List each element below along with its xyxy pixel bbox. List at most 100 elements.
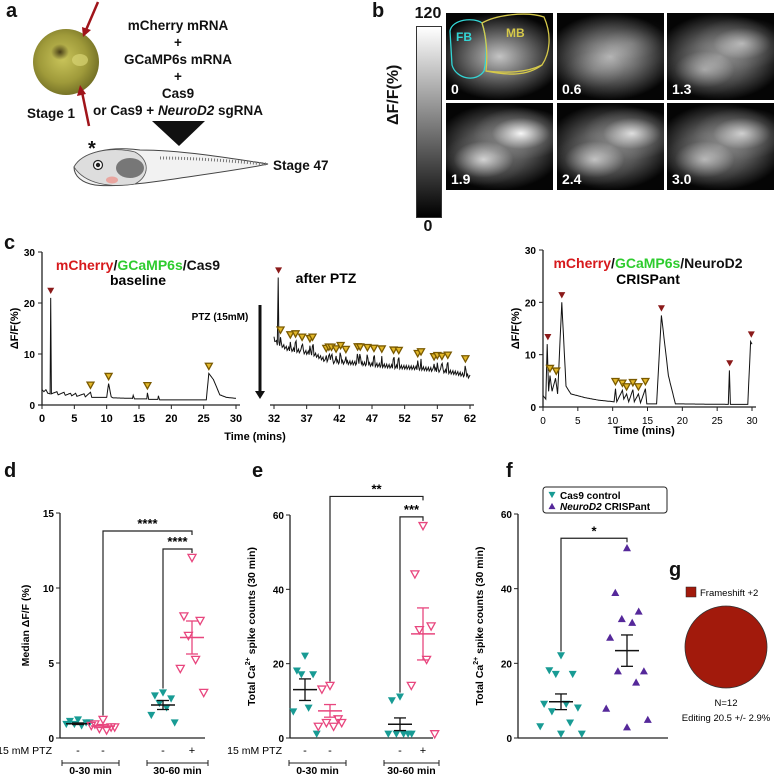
x-tick-label: 20 <box>165 413 177 425</box>
time-group-bracket <box>383 760 440 766</box>
injection-line: + <box>174 35 182 50</box>
trace-subtitle: baseline <box>110 272 166 288</box>
panel-label-f: f <box>506 460 513 482</box>
data-point <box>74 716 82 724</box>
frame-time-label: 3.0 <box>672 171 692 187</box>
y-tick-label: 0 <box>278 734 284 745</box>
minor-peak-marker <box>416 348 426 357</box>
y-tick-label: 0 <box>29 401 35 412</box>
minor-peak-marker <box>204 362 214 371</box>
title-mcherry: mCherry <box>553 255 611 271</box>
data-point <box>316 685 328 695</box>
trace-title: mCherry/GCaMP6s/Cas9 <box>56 257 220 273</box>
data-point <box>557 730 565 738</box>
time-group-label: 0-30 min <box>296 765 339 774</box>
y-axis-label: Median ΔF/F (%) <box>20 585 32 667</box>
ptz-indicator: - <box>398 745 402 757</box>
region-outlines: FB MB <box>449 13 550 79</box>
fb-region-label: FB <box>456 30 472 44</box>
significance-bracket <box>162 548 193 689</box>
major-peak-marker <box>657 305 665 312</box>
data-point <box>414 625 425 636</box>
minor-peak-marker <box>104 372 114 382</box>
x-tick-label: 30 <box>746 416 758 427</box>
data-point <box>194 616 206 626</box>
data-point <box>639 667 648 675</box>
minor-peak-marker <box>545 364 555 374</box>
x-tick-label: 62 <box>464 413 476 425</box>
minor-peak-marker <box>142 381 153 391</box>
data-point <box>577 730 586 738</box>
y-tick-label: 0 <box>48 734 54 745</box>
y-tick-label: 15 <box>43 509 55 520</box>
time-group-label: 30-60 min <box>153 765 201 774</box>
minor-peak-marker <box>307 333 318 342</box>
time-group-bracket <box>146 760 209 766</box>
calcium-image-frame: 0.6 <box>557 13 664 100</box>
data-point <box>387 697 396 705</box>
data-group <box>536 652 586 738</box>
panel-label-c: c <box>4 232 16 254</box>
data-point <box>536 723 545 731</box>
legend-box <box>542 486 668 514</box>
significance-bracket <box>102 530 193 716</box>
minor-peak-marker <box>437 352 447 361</box>
frame-time-label: 0.6 <box>562 81 582 97</box>
data-group <box>406 521 440 740</box>
ptz-row-label: 15 mM PTZ <box>0 745 53 757</box>
brain-asterisk: * <box>88 138 96 160</box>
data-point <box>109 723 120 733</box>
data-point <box>301 652 309 660</box>
y-tick-label: 60 <box>273 511 285 522</box>
mb-region-label: MB <box>506 26 525 40</box>
time-group-label: 0-30 min <box>69 765 112 774</box>
calcium-image-frame: 1.9 <box>446 103 553 190</box>
data-point <box>562 700 571 708</box>
data-point <box>297 671 306 679</box>
minor-peak-marker <box>297 333 307 342</box>
significance-stars: * <box>591 523 597 538</box>
data-point <box>425 622 437 632</box>
y-label-part: Total Ca <box>246 665 258 706</box>
development-arrow-icon <box>152 121 205 146</box>
egg-image <box>33 29 99 95</box>
data-point <box>159 689 167 697</box>
major-peak-marker <box>558 292 566 299</box>
x-tick-label: 10 <box>101 413 113 425</box>
x-axis-label: Time (mins) <box>613 425 675 437</box>
significance-stars: *** <box>404 502 420 517</box>
minor-peak-marker <box>290 330 301 339</box>
x-tick-label: 10 <box>607 416 619 427</box>
calcium-trace <box>273 277 471 380</box>
major-peak-marker <box>544 334 552 341</box>
legend-marker <box>548 502 556 510</box>
minor-peak-marker <box>628 378 638 388</box>
legend-gene: NeuroD2 <box>560 502 602 513</box>
x-tick-label: 15 <box>642 416 654 427</box>
y-tick-label: 30 <box>525 246 537 257</box>
data-point <box>155 699 164 708</box>
ptz-indicator: - <box>101 745 105 757</box>
x-tick-label: 0 <box>540 416 546 427</box>
y-tick-label: 10 <box>24 350 36 361</box>
injection-arrow-bottom-icon <box>77 85 91 127</box>
title-mcherry: mCherry <box>56 257 114 273</box>
minor-peak-marker <box>551 367 561 376</box>
data-point <box>198 688 209 698</box>
ptz-indicator: - <box>161 745 165 757</box>
data-point <box>568 670 577 679</box>
minor-peak-marker <box>443 351 453 360</box>
legend-entry: NeuroD2 CRISPant <box>560 502 651 513</box>
data-point <box>396 693 404 701</box>
data-point <box>407 730 416 738</box>
minor-peak-marker <box>640 377 651 387</box>
time-group-label: 30-60 min <box>387 765 435 774</box>
injection-mix: mCherry mRNA + GCaMP6s mRNA + Cas9 or Ca… <box>93 17 263 119</box>
minor-peak-marker <box>377 345 387 354</box>
calcium-trace <box>41 297 237 401</box>
pie-slice-frameshift <box>684 605 768 689</box>
major-peak-marker <box>726 360 734 367</box>
pie-legend-label: Frameshift +2 <box>700 588 758 599</box>
y-axis-label: Total Ca2+ spike counts (30 min) <box>473 547 486 706</box>
